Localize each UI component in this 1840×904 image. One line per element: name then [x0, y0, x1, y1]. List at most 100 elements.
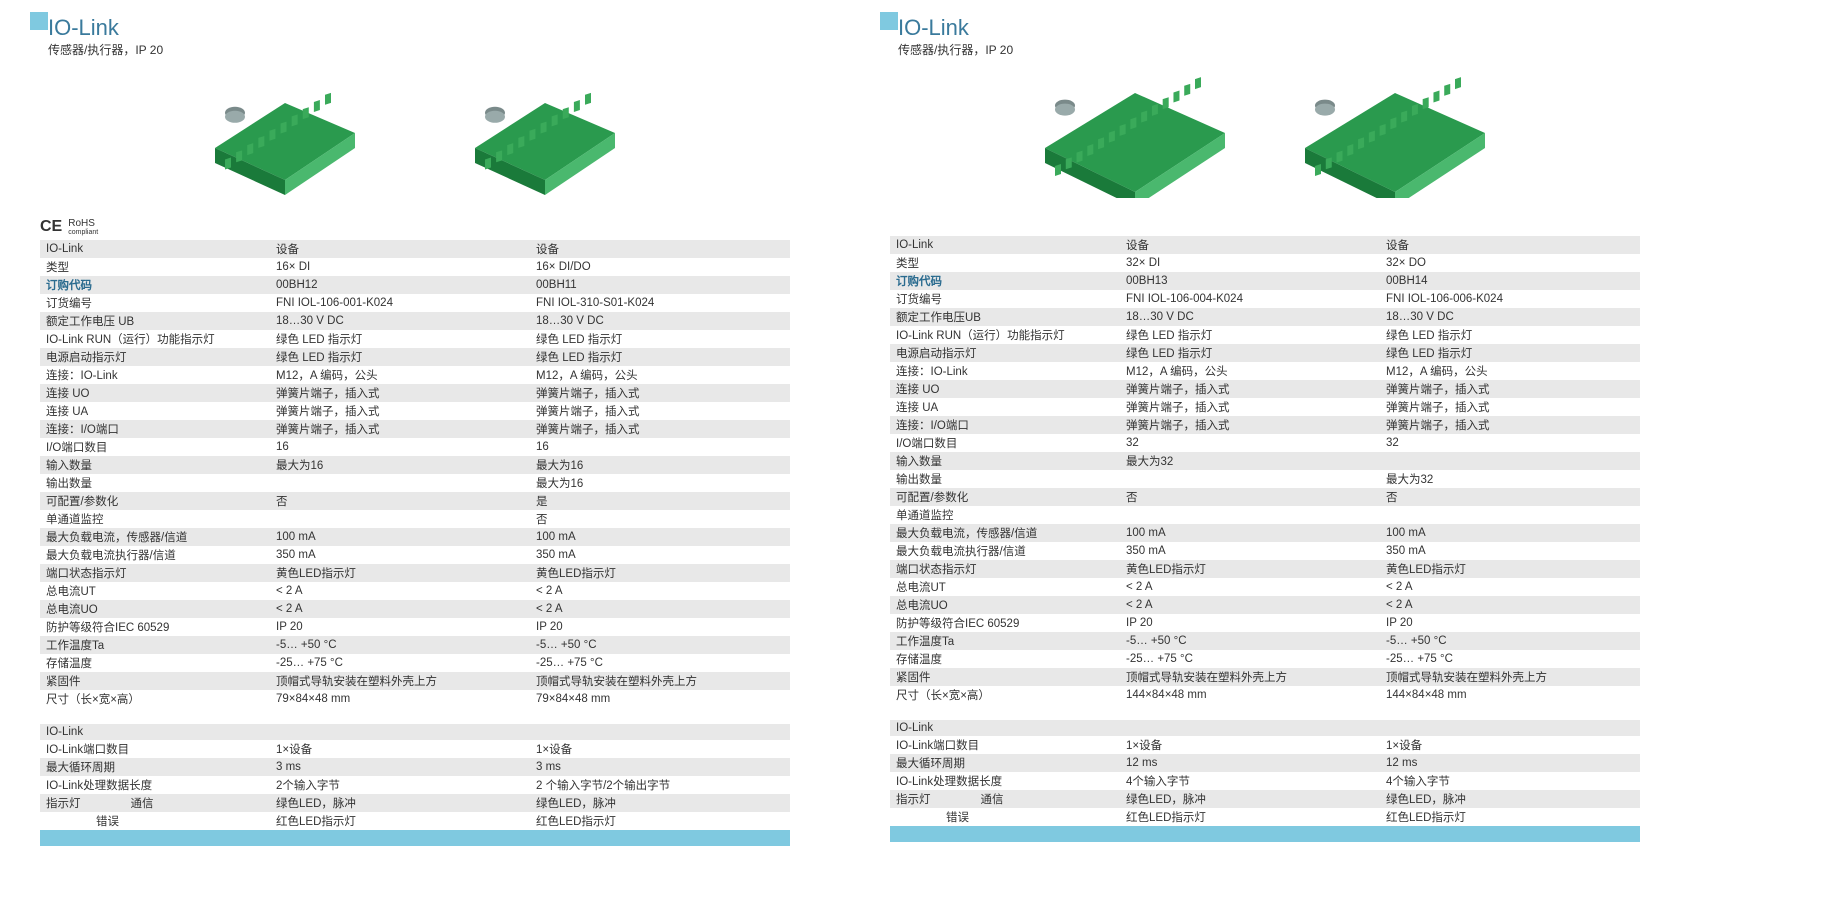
main-title: IO-Link	[48, 15, 790, 41]
spec-value-1: 最大为32	[1120, 452, 1380, 470]
table-row: 最大循环周期 3 ms 3 ms	[40, 758, 790, 776]
spec-label: 最大负载电流，传感器/信道	[890, 524, 1120, 542]
table-row: 总电流UO < 2 A < 2 A	[40, 600, 790, 618]
spec-value-1: 顶帽式导轨安装在塑料外壳上方	[1120, 668, 1380, 686]
spec-value-2: 绿色 LED 指示灯	[530, 348, 790, 366]
spec-value-1: 绿色 LED 指示灯	[1120, 326, 1380, 344]
table-row: 输出数量 最大为32	[890, 470, 1640, 488]
image-row	[890, 68, 1640, 198]
table-row: 紧固件 顶帽式导轨安装在塑料外壳上方 顶帽式导轨安装在塑料外壳上方	[40, 672, 790, 690]
spec-label: 可配置/参数化	[40, 492, 270, 510]
spec-label: IO-Link处理数据长度	[40, 776, 270, 794]
table-row: 防护等级符合IEC 60529 IP 20 IP 20	[890, 614, 1640, 632]
spec-label: 尺寸（长×宽×高）	[40, 690, 270, 708]
spec-value-1: 100 mA	[270, 528, 530, 546]
spec-label: IO-Link端口数目	[40, 740, 270, 758]
spec-value-1: FNI IOL-106-001-K024	[270, 294, 530, 312]
spec-value-1: 弹簧片端子，插入式	[270, 384, 530, 402]
spec-value-2: M12，A 编码，公头	[530, 366, 790, 384]
spec-value-2: 12 ms	[1380, 754, 1640, 772]
spec-value-2: 否	[530, 510, 790, 528]
spec-value-1: < 2 A	[270, 582, 530, 600]
title-square-icon	[30, 12, 48, 30]
spec-value-1: 弹簧片端子，插入式	[1120, 380, 1380, 398]
table-row: 最大循环周期 12 ms 12 ms	[890, 754, 1640, 772]
spec-value-2: 红色LED指示灯	[530, 812, 790, 830]
product-image	[1295, 68, 1495, 198]
spec-value-2: 弹簧片端子，插入式	[1380, 416, 1640, 434]
spec-label: IO-Link	[890, 720, 1120, 736]
spec-label: 输出数量	[40, 474, 270, 492]
spec-label: 电源启动指示灯	[40, 348, 270, 366]
table-row: 输入数量 最大为32	[890, 452, 1640, 470]
table-row: 类型 32× DI 32× DO	[890, 254, 1640, 272]
spec-label: 类型	[40, 258, 270, 276]
spec-value-1: < 2 A	[1120, 596, 1380, 614]
spec-value-1: -25… +75 °C	[1120, 650, 1380, 668]
spec-value-2: 设备	[530, 240, 790, 258]
table-row: 错误 红色LED指示灯 红色LED指示灯	[890, 808, 1640, 826]
spec-label: 工作温度Ta	[40, 636, 270, 654]
spec-value-2: 100 mA	[530, 528, 790, 546]
spec-label: 输出数量	[890, 470, 1120, 488]
table-row: 连接：I/O端口 弹簧片端子，插入式 弹簧片端子，插入式	[890, 416, 1640, 434]
title-block: IO-Link 传感器/执行器，IP 20	[40, 15, 790, 58]
spec-value-1: -5… +50 °C	[270, 636, 530, 654]
spec-value-2: -5… +50 °C	[530, 636, 790, 654]
spec-label: 连接：I/O端口	[890, 416, 1120, 434]
table-row: IO-Link端口数目 1×设备 1×设备	[890, 736, 1640, 754]
spec-value-1: 黄色LED指示灯	[270, 564, 530, 582]
spec-value-1: 否	[1120, 488, 1380, 506]
table-row: 最大负载电流，传感器/信道 100 mA 100 mA	[890, 524, 1640, 542]
spec-value-1: 红色LED指示灯	[270, 812, 530, 830]
spec-label: IO-Link	[890, 236, 1120, 254]
spec-value-2: -5… +50 °C	[1380, 632, 1640, 650]
spec-value-2: -25… +75 °C	[1380, 650, 1640, 668]
table-row: 输出数量 最大为16	[40, 474, 790, 492]
table-row: I/O端口数目 32 32	[890, 434, 1640, 452]
spec-panel: IO-Link 传感器/执行器，IP 20 CE	[40, 15, 790, 846]
spec-label: 连接：IO-Link	[40, 366, 270, 384]
spec-value-1: 黄色LED指示灯	[1120, 560, 1380, 578]
spec-label: 错误	[890, 808, 1120, 826]
spec-label: 最大循环周期	[890, 754, 1120, 772]
table-row: 可配置/参数化 否 是	[40, 492, 790, 510]
table-row: 工作温度Ta -5… +50 °C -5… +50 °C	[890, 632, 1640, 650]
spec-label: 端口状态指示灯	[40, 564, 270, 582]
spec-value-2	[1380, 452, 1640, 470]
spec-label: 额定工作电压 UB	[40, 312, 270, 330]
spec-label: 可配置/参数化	[890, 488, 1120, 506]
spec-label: 总电流UO	[40, 600, 270, 618]
spec-value-1: 顶帽式导轨安装在塑料外壳上方	[270, 672, 530, 690]
spec-value-1: 350 mA	[270, 546, 530, 564]
table-row: 连接：I/O端口 弹簧片端子，插入式 弹簧片端子，插入式	[40, 420, 790, 438]
table-row: 订购代码 00BH13 00BH14	[890, 272, 1640, 290]
bottom-bar	[40, 830, 790, 846]
spec-value-1: 设备	[1120, 236, 1380, 254]
spec-panel: IO-Link 传感器/执行器，IP 20 IO-Li	[890, 15, 1640, 846]
spec-value-2: 弹簧片端子，插入式	[530, 402, 790, 420]
spec-value-2: 3 ms	[530, 758, 790, 776]
spec-value-2	[530, 724, 790, 740]
spec-label: 紧固件	[40, 672, 270, 690]
spec-value-1: M12，A 编码，公头	[270, 366, 530, 384]
spec-label: 连接：I/O端口	[40, 420, 270, 438]
table-row: IO-Link 设备 设备	[890, 236, 1640, 254]
spec-value-1: IP 20	[270, 618, 530, 636]
image-row	[40, 68, 790, 198]
spec-table: IO-Link 设备 设备 类型 32× DI 32× DO 订购代码 00BH…	[890, 236, 1640, 842]
table-row: 防护等级符合IEC 60529 IP 20 IP 20	[40, 618, 790, 636]
table-row: I/O端口数目 16 16	[40, 438, 790, 456]
spec-value-2: 绿色 LED 指示灯	[1380, 326, 1640, 344]
spec-label: 最大循环周期	[40, 758, 270, 776]
table-row: 电源启动指示灯 绿色 LED 指示灯 绿色 LED 指示灯	[890, 344, 1640, 362]
table-row: 端口状态指示灯 黄色LED指示灯 黄色LED指示灯	[890, 560, 1640, 578]
spec-label: 连接 UA	[890, 398, 1120, 416]
spec-value-1: 1×设备	[1120, 736, 1380, 754]
spec-value-1: 设备	[270, 240, 530, 258]
spec-value-2: < 2 A	[530, 600, 790, 618]
spec-label: IO-Link端口数目	[890, 736, 1120, 754]
table-row: 连接 UA 弹簧片端子，插入式 弹簧片端子，插入式	[890, 398, 1640, 416]
spec-label: 连接 UO	[40, 384, 270, 402]
sub-title: 传感器/执行器，IP 20	[48, 41, 790, 58]
